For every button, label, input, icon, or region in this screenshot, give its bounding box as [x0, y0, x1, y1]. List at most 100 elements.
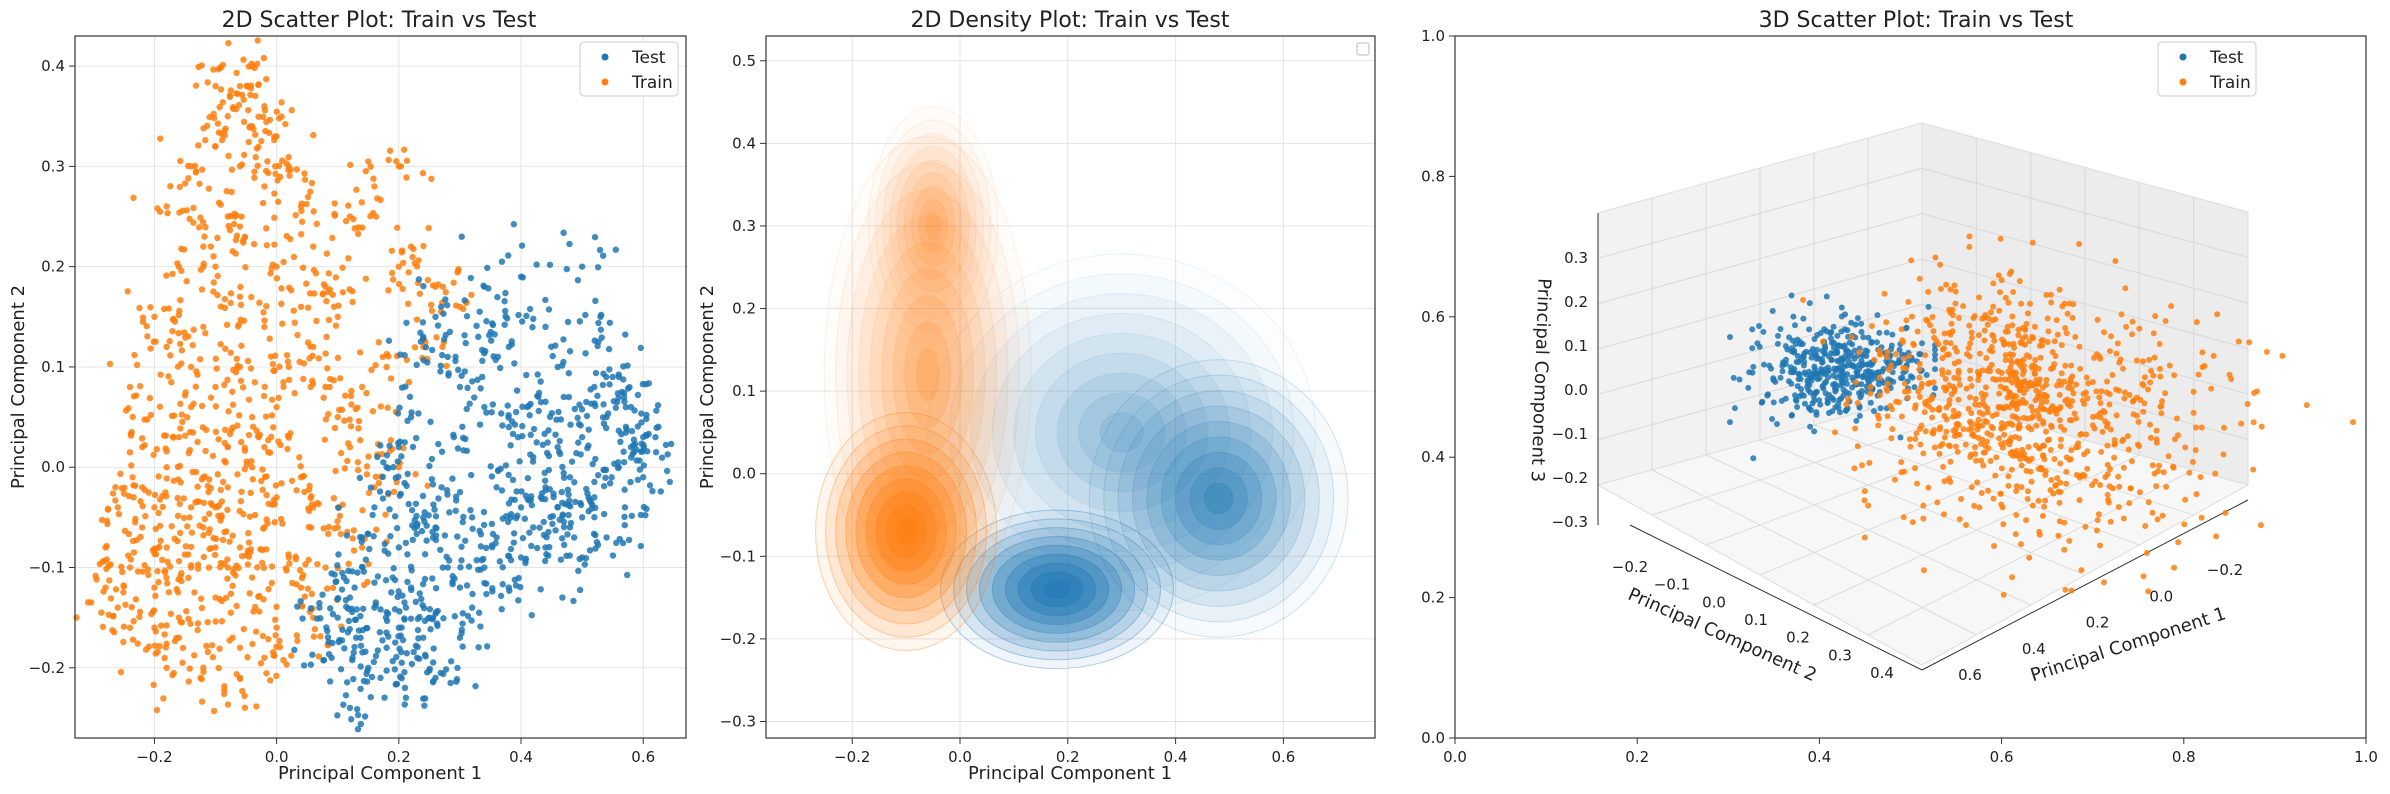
- point-test-29-9: [591, 514, 598, 521]
- point3d-train-540: [2012, 531, 2019, 538]
- point-train-18-6: [263, 670, 270, 677]
- point-train-71-5: [272, 632, 279, 639]
- outer-xtick-label-4: 0.8: [2172, 748, 2196, 766]
- point-train-54-9: [347, 423, 355, 430]
- point3d-test-55: [1932, 346, 1938, 353]
- density-2d-panel: 2D Density Plot: Train vs Test −0.2 0.0 0.…: [697, 8, 1376, 784]
- point-test-51-5: [353, 706, 361, 713]
- point3d-train-585: [2222, 509, 2229, 516]
- point-test-66-6: [654, 402, 662, 409]
- point-test-11-9: [391, 513, 399, 520]
- point-test-75-0: [352, 616, 359, 623]
- point-train-47-5: [237, 316, 245, 324]
- point-test-45-9: [527, 400, 534, 408]
- point-train-25-4: [181, 329, 188, 336]
- point-train-21-4: [156, 642, 163, 650]
- point-train-88-3: [303, 280, 310, 287]
- point-train-87-3: [299, 264, 307, 271]
- point-test-14-7: [487, 463, 494, 470]
- point-train-16-2: [286, 560, 293, 567]
- point-train-6-7: [134, 568, 142, 575]
- y-tick-label-4: 0.2: [1786, 629, 1810, 647]
- point-test-6-3: [439, 564, 447, 571]
- point-test-64-6: [640, 462, 648, 469]
- point3d-train-684: [2166, 362, 2173, 369]
- point-test-49-4: [396, 492, 404, 499]
- point3d-train-569: [2085, 380, 2092, 387]
- point-test-4-2: [416, 590, 423, 597]
- xtick-label-2: 0.2: [387, 748, 411, 766]
- point-train-22-7: [222, 426, 229, 434]
- point-train-57-7: [331, 424, 339, 432]
- point-train-99-9: [231, 210, 238, 218]
- point-test-72-7: [444, 491, 451, 498]
- point-train-74-7: [109, 490, 117, 497]
- point-train-29-0: [202, 223, 209, 231]
- point-test-1-0: [371, 579, 378, 586]
- point3d-train-255: [2012, 369, 2019, 376]
- point-train-84-1: [157, 135, 164, 142]
- point-train-39-3: [279, 157, 286, 164]
- point3d-train-217: [2013, 483, 2020, 490]
- density-1-peak-0-level-3: [845, 451, 967, 612]
- point-test-36-7: [461, 297, 468, 304]
- point-test-60-6: [558, 488, 565, 496]
- point3d-train-866: [2039, 384, 2046, 391]
- point-test-33-6: [454, 366, 462, 374]
- point-train-97-2: [306, 482, 313, 490]
- point-test-77: [316, 604, 323, 611]
- point3d-train-889: [2135, 418, 2142, 425]
- point-test-41-8: [513, 387, 521, 394]
- point-train-86-1: [240, 151, 248, 159]
- point-train-77-5: [202, 447, 209, 455]
- point-train-27-6: [139, 318, 147, 325]
- point-train-20-8: [161, 631, 168, 638]
- point3d-train-476: [1963, 385, 1970, 392]
- point-test-38-5: [518, 242, 526, 249]
- point-test-65-3: [667, 440, 675, 448]
- point-train-49-2: [183, 414, 191, 421]
- point-train-51-0: [146, 394, 154, 402]
- point-test-58-0: [489, 585, 496, 592]
- point-test-56-9: [451, 575, 458, 582]
- point-train-90-4: [234, 362, 241, 369]
- point-train-26-8: [147, 345, 154, 352]
- point3d-train-725: [1888, 406, 1895, 413]
- density-1-peak-0-level-4: [855, 464, 957, 599]
- density-1-peak-1-level-5: [903, 172, 963, 280]
- scatter-3d-axis-ticks: −0.3−0.2−0.10.00.10.20.3−0.2−0.10.00.10.…: [1552, 249, 2244, 684]
- point3d-train-504: [1912, 402, 1919, 409]
- point3d-test-336: [1764, 392, 1771, 399]
- point-train-64-5: [400, 146, 408, 153]
- point3d-train-91: [2120, 365, 2127, 372]
- point-train-59-5: [412, 470, 419, 478]
- point-train-71-7: [256, 608, 263, 615]
- point-train-58-5: [365, 489, 373, 497]
- point-test-59-5: [543, 533, 550, 541]
- point-test-58-2: [515, 597, 522, 604]
- point-train-87-1: [280, 258, 287, 266]
- point-test-36-1: [437, 303, 445, 310]
- point-test-12-1: [437, 546, 444, 553]
- point-train-43-9: [324, 288, 332, 296]
- point3d-train-256: [2009, 421, 2016, 428]
- point-train-56-2: [372, 362, 379, 369]
- density-1-peak-1-level-6: [911, 185, 956, 267]
- point-train-53-4: [209, 452, 217, 460]
- point-test-34-3: [438, 351, 446, 359]
- point-test-63-8: [636, 466, 644, 473]
- point-test-10-1: [327, 605, 334, 612]
- point-train-51: [126, 383, 134, 391]
- point3d-train-294: [1881, 290, 1888, 297]
- point-train-48-6: [210, 288, 217, 295]
- density-0-peak-2-level-1: [948, 273, 1295, 592]
- point-train-41-6: [313, 220, 320, 228]
- point3d-train-88: [2129, 331, 2136, 338]
- x-tick-label-4: −0.2: [2207, 561, 2243, 579]
- point-test-66-0: [622, 403, 630, 411]
- point3d-train-871: [1852, 379, 1859, 386]
- point-train-6-6: [136, 608, 144, 616]
- point-train-63-2: [362, 167, 370, 175]
- point-test-59-0: [521, 515, 529, 522]
- point-test-13-9: [460, 513, 467, 521]
